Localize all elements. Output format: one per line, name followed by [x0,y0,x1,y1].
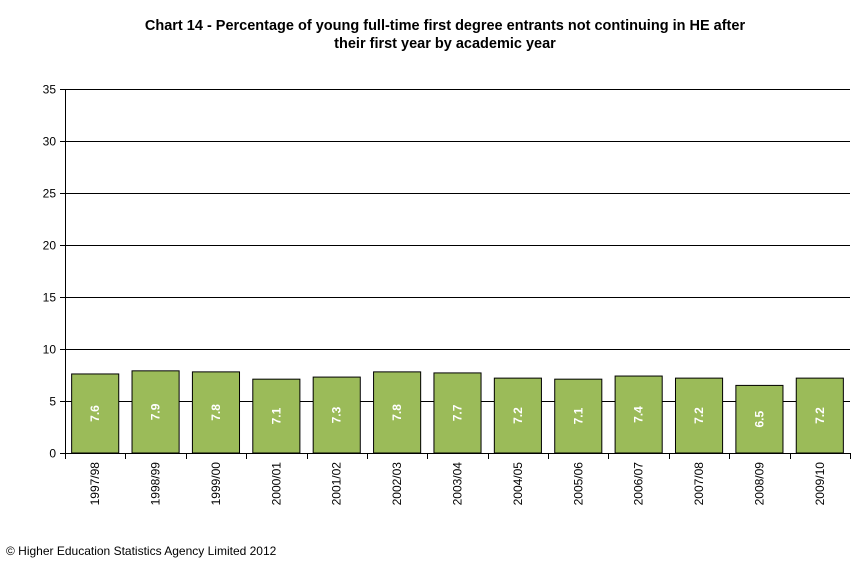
x-tick-label: 2003/04 [451,462,465,506]
x-tick-label: 2004/05 [511,462,525,506]
y-tick-label: 20 [43,239,57,253]
gridlines [65,89,850,402]
y-tick-label: 5 [49,395,56,409]
x-tick-label: 1997/98 [88,462,102,506]
axes: 0 5 10 15 20 25 30 35 1997/98 1998/99 1999/00 2000/… [43,83,851,506]
data-label: 7.8 [390,404,404,421]
x-tick-label: 2007/08 [692,462,706,506]
data-labels: 7.6 7.9 7.8 7.1 7.3 7.8 7.7 7.2 7.1 7.4 7.2 6.5 7.2 [88,403,827,427]
chart-title-line1: Chart 14 - Percentage of young full-time… [144,18,746,34]
data-label: 7.4 [632,406,646,423]
data-label: 7.8 [209,404,223,421]
x-tick-label: 1998/99 [149,462,163,506]
data-label: 7.2 [813,407,827,424]
bar [554,378,603,454]
bar [614,375,663,454]
bar [312,376,361,454]
y-tick-label: 15 [43,291,57,305]
data-label: 7.1 [571,407,585,424]
x-tick-label: 2009/10 [813,462,827,506]
data-label: 7.2 [511,407,525,424]
chart-title: Chart 14 - Percentage of young full-time… [90,17,800,53]
x-tick-label: 2006/07 [632,462,646,506]
data-label: 7.9 [149,403,163,420]
copyright-notice: © Higher Education Statistics Agency Lim… [6,544,277,558]
bar [131,370,180,454]
x-tick-label: 2008/09 [752,462,766,506]
bar [373,371,422,454]
data-label: 7.7 [451,404,465,421]
bars [71,370,844,454]
x-tick-label: 2002/03 [390,462,404,506]
data-label: 7.1 [269,407,283,424]
x-tick-label: 1999/00 [209,462,223,506]
chart-title-line2: their first year by academic year [334,36,556,52]
bar [433,372,482,454]
y-tick-label: 35 [43,83,57,97]
y-tick-label: 10 [43,343,57,357]
bar [795,377,844,454]
data-label: 7.3 [330,406,344,423]
data-label: 7.6 [88,405,102,422]
bar [71,373,120,454]
data-label: 7.2 [692,407,706,424]
x-tick-label: 2001/02 [330,462,344,506]
bar [191,371,241,454]
bar [252,378,301,454]
x-tick-label: 2005/06 [571,462,585,506]
x-tick-label: 2000/01 [269,462,283,506]
y-tick-label: 30 [43,135,57,149]
data-label: 6.5 [752,411,766,428]
bar [674,377,724,454]
y-tick-label: 25 [43,187,57,201]
bar [735,384,784,454]
y-tick-label: 0 [49,447,56,461]
